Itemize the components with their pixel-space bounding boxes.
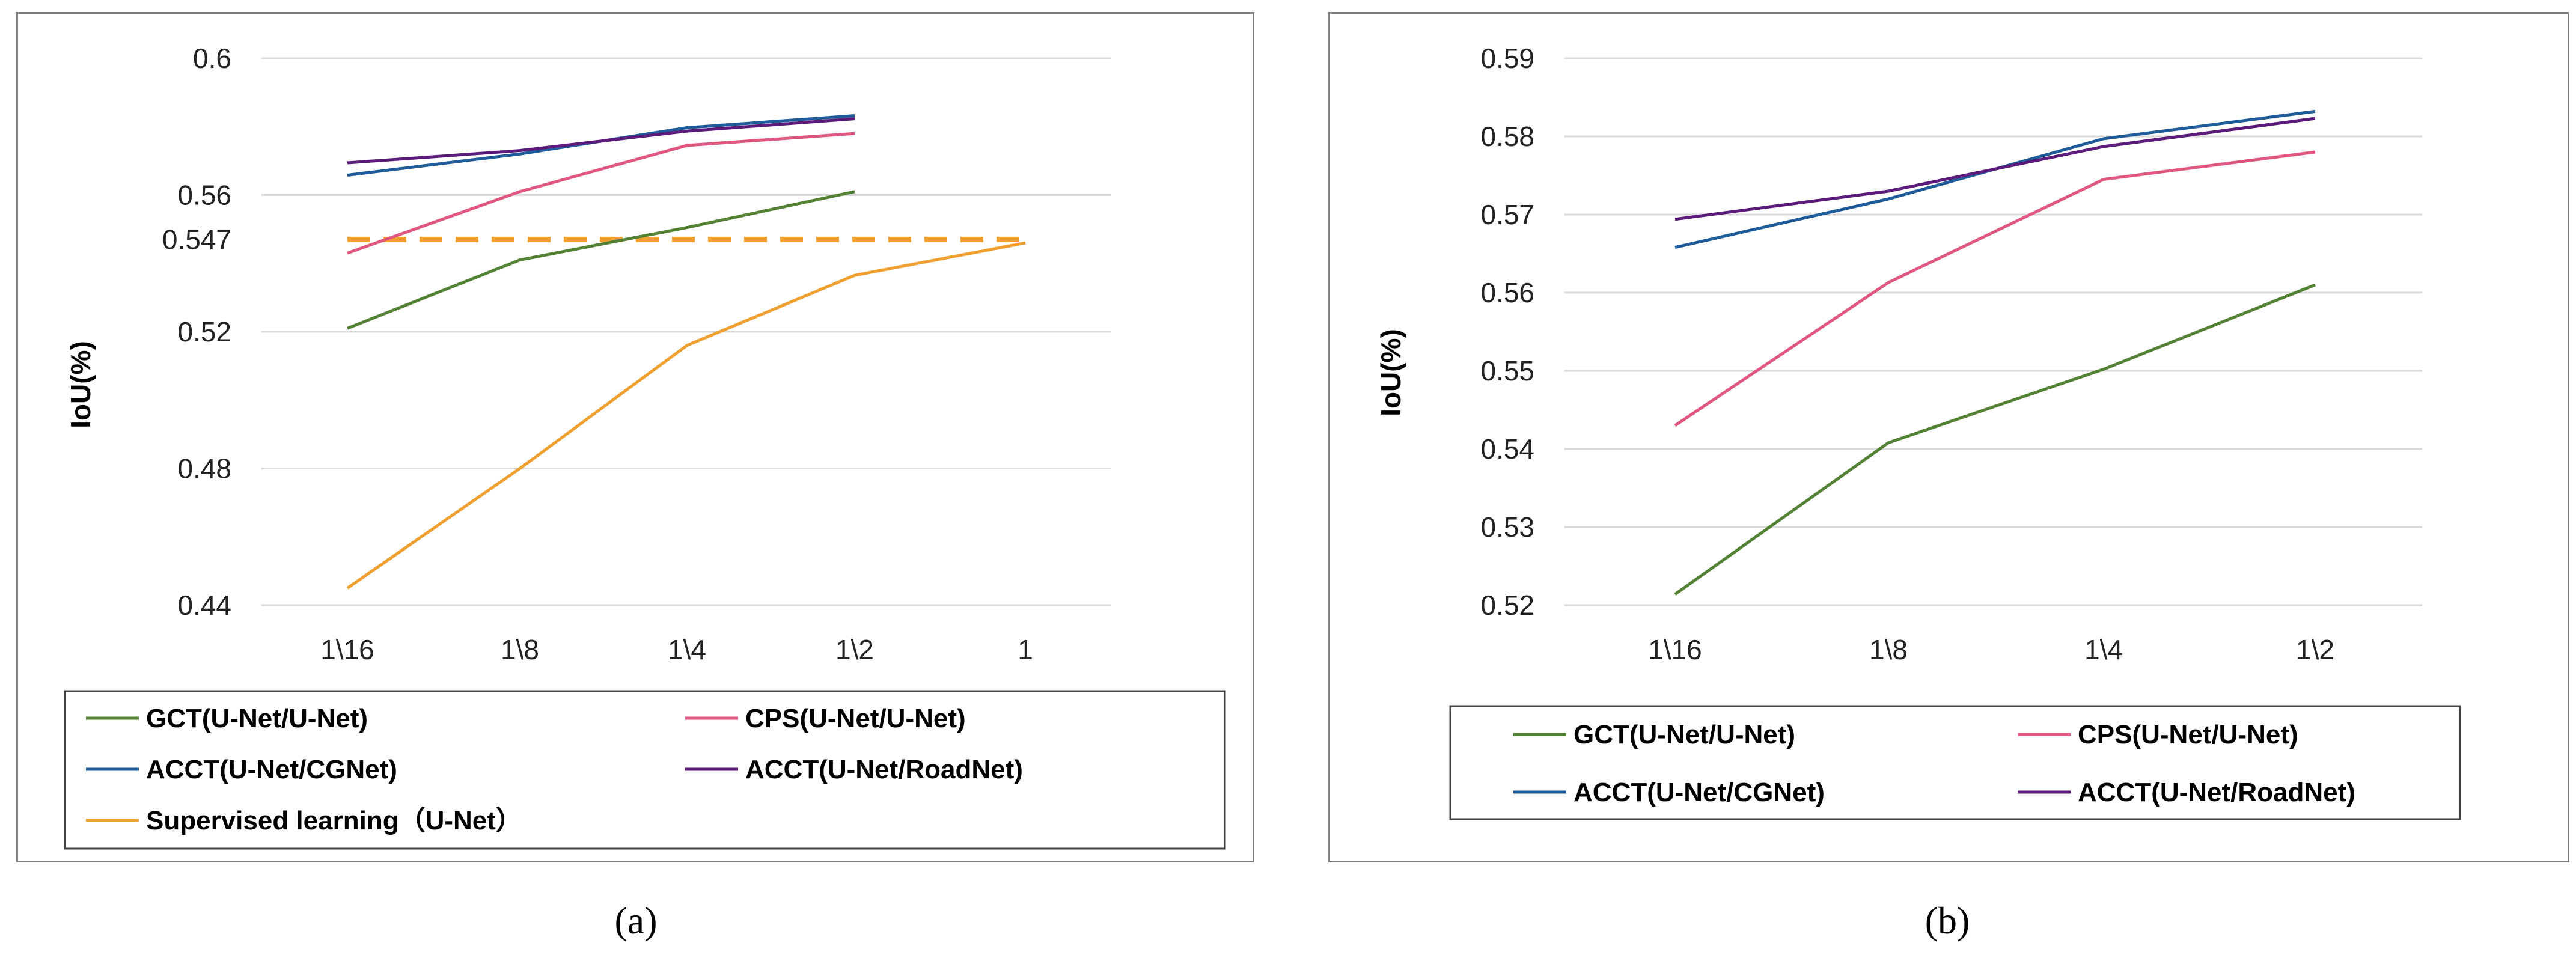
- legend-label-b-3: ACCT(U-Net/RoadNet): [2078, 778, 2355, 807]
- y-tick-label-a-5: 0.6: [193, 43, 231, 74]
- y-tick-label-b-7: 0.59: [1480, 43, 1534, 74]
- series-line-b-1: [1674, 150, 2316, 427]
- legend-label-b-1: CPS(U-Net/U-Net): [2078, 720, 2298, 749]
- series-line-b-3: [1674, 117, 2316, 221]
- series-line-a-4: [346, 241, 1026, 590]
- caption-a: (a): [614, 899, 658, 942]
- x-tick-label-a-0: 1\16: [320, 634, 374, 665]
- y-tick-label-a-2: 0.52: [177, 316, 231, 347]
- y-tick-label-b-5: 0.57: [1480, 199, 1534, 230]
- y-axis-title-b: IoU(%): [1375, 329, 1406, 416]
- legend-label-a-4: Supervised learning（U-Net）: [146, 806, 522, 835]
- x-tick-label-b-1: 1\8: [1869, 634, 1908, 665]
- y-axis-title-a: IoU(%): [65, 341, 96, 429]
- x-tick-label-b-2: 1\4: [2084, 634, 2123, 665]
- series-line-a-1: [347, 132, 855, 255]
- legend-label-b-2: ACCT(U-Net/CGNet): [1573, 778, 1825, 807]
- legend-label-a-3: ACCT(U-Net/RoadNet): [745, 755, 1023, 784]
- x-tick-label-a-1: 1\8: [501, 634, 539, 665]
- series-line-a-0: [347, 190, 855, 330]
- y-tick-label-a-3: 0.547: [162, 224, 231, 255]
- caption-b: (b): [1924, 899, 1970, 942]
- x-tick-label-b-0: 1\16: [1648, 634, 1702, 665]
- x-tick-label-a-4: 1: [1018, 634, 1033, 665]
- legend-box-b: [1449, 705, 2461, 820]
- y-tick-label-b-0: 0.52: [1480, 590, 1534, 621]
- legend-label-a-1: CPS(U-Net/U-Net): [745, 704, 966, 733]
- y-tick-label-a-1: 0.48: [177, 453, 231, 484]
- x-tick-label-a-3: 1\2: [835, 634, 874, 665]
- series-line-b-0: [1674, 283, 2316, 596]
- y-tick-label-b-2: 0.54: [1480, 433, 1534, 465]
- legend-label-b-0: GCT(U-Net/U-Net): [1573, 720, 1795, 749]
- legend-label-a-2: ACCT(U-Net/CGNet): [146, 755, 397, 784]
- legend-box-a: [64, 690, 1226, 850]
- series-line-a-3: [347, 117, 855, 165]
- y-tick-label-b-6: 0.58: [1480, 121, 1534, 152]
- x-tick-label-a-2: 1\4: [668, 634, 706, 665]
- legend-label-a-0: GCT(U-Net/U-Net): [146, 704, 368, 733]
- y-tick-label-a-0: 0.44: [177, 590, 231, 621]
- y-tick-label-b-3: 0.55: [1480, 355, 1534, 386]
- y-tick-label-a-4: 0.56: [177, 180, 231, 211]
- x-tick-label-b-3: 1\2: [2296, 634, 2334, 665]
- y-tick-label-b-4: 0.56: [1480, 277, 1534, 308]
- y-tick-label-b-1: 0.53: [1480, 511, 1534, 543]
